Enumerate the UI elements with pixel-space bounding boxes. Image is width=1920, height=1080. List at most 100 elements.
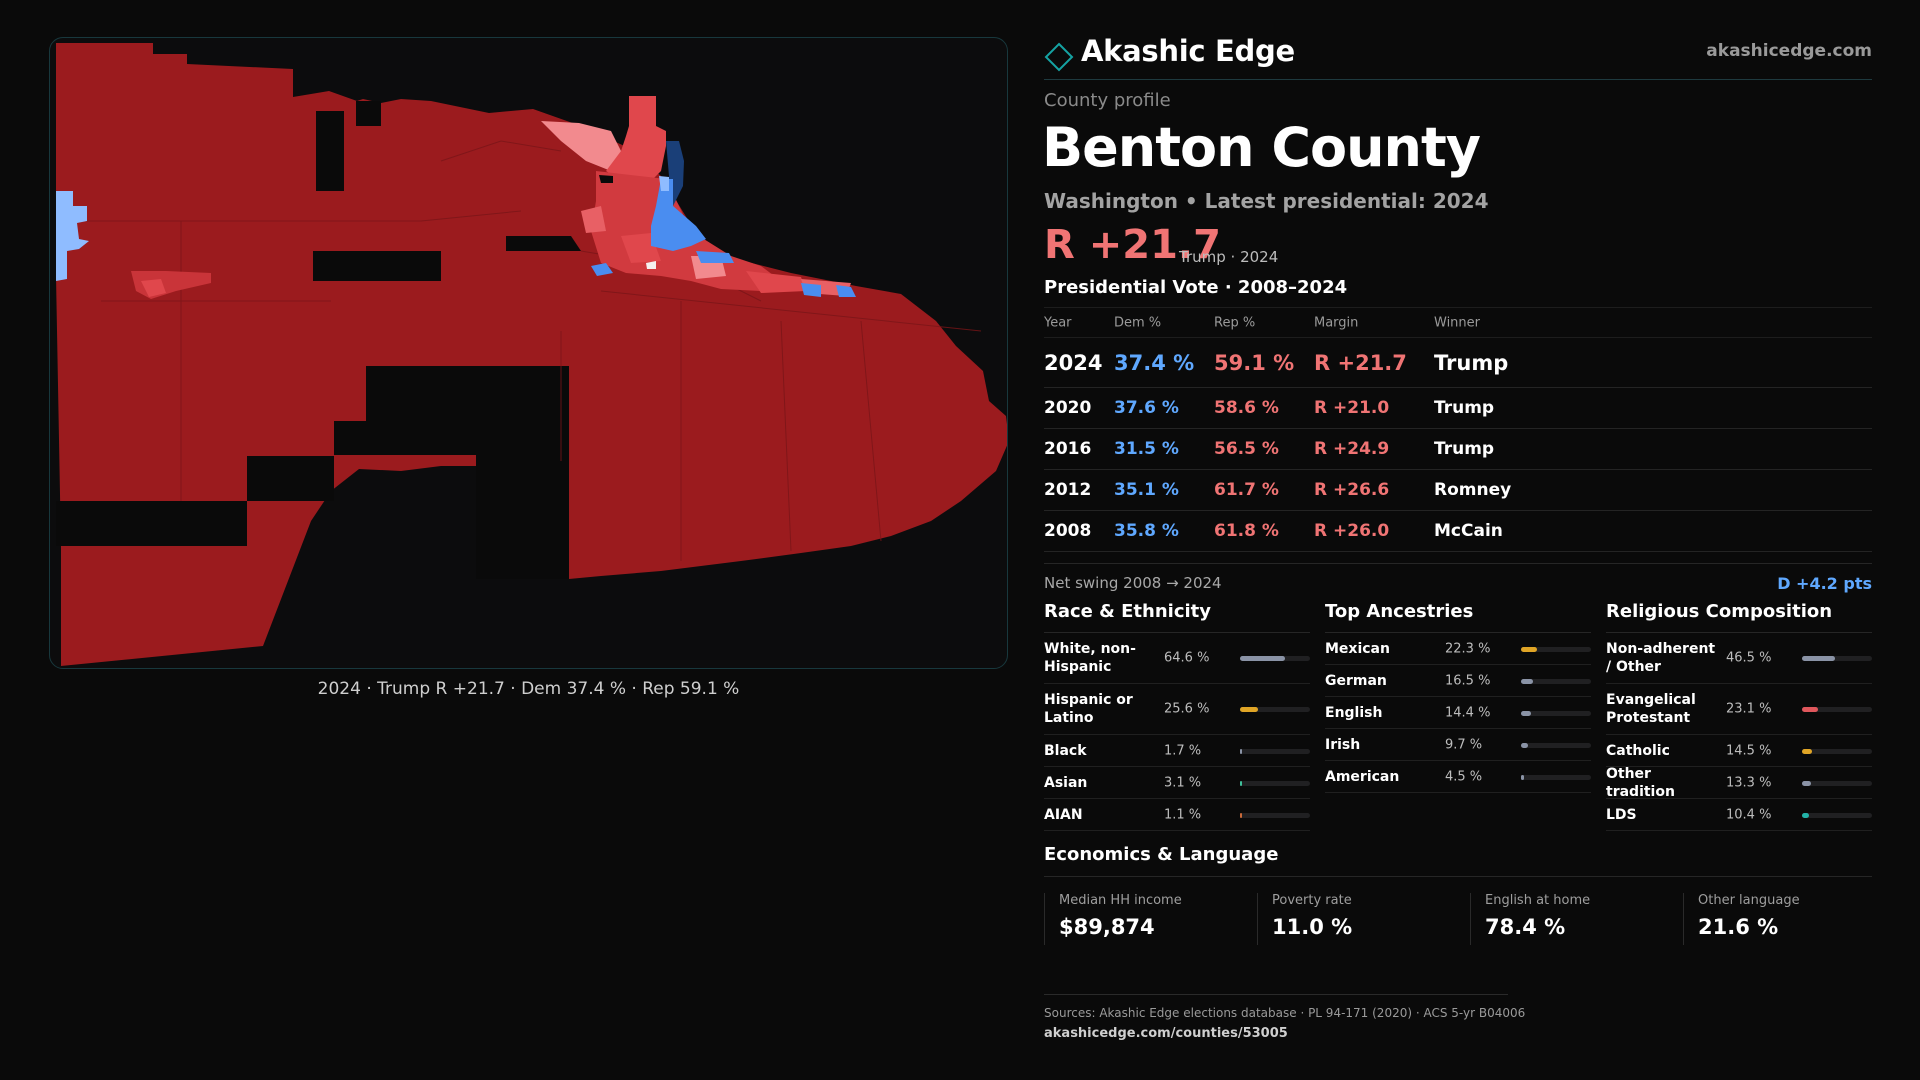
precinct-blue [696,251,734,263]
row-label: Non-adherent / Other [1606,640,1716,675]
county-shape [56,43,1007,666]
excluded-area [506,236,581,251]
header-margin: Margin [1314,315,1359,330]
list-item: AIAN 1.1 % [1044,799,1310,831]
share-bar-fill [1802,780,1812,786]
row-value: 16.5 % [1445,673,1491,688]
excluded-area [56,501,247,546]
list-item: White, non-Hispanic 64.6 % [1044,633,1310,684]
cell-margin: R +26.6 [1314,480,1390,500]
excluded-area [316,111,344,191]
econ-label: Median HH income [1059,893,1182,908]
map-transform [56,43,1007,666]
vote-table-header: Year Dem % Rep % Margin Winner [1044,307,1872,338]
cell-rep: 58.6 % [1214,398,1279,418]
cell-winner: Trump [1434,398,1495,418]
ancestry-table: Top Ancestries Mexican 22.3 % German 16.… [1325,601,1591,793]
row-label: Black [1044,742,1087,759]
table-row: 2008 35.8 % 61.8 % R +26.0 McCain [1044,511,1872,552]
latest-election: Latest presidential: 2024 [1204,189,1489,213]
econ-card-income: Median HH income $89,874 [1044,893,1251,945]
swing-value: D +4.2 pts [1777,574,1872,593]
share-bar-fill [1802,812,1810,818]
list-item: LDS 10.4 % [1606,799,1872,831]
cell-rep: 59.1 % [1214,350,1295,375]
row-value: 14.4 % [1445,705,1491,720]
cell-margin: R +24.9 [1314,439,1390,459]
share-bar [1240,707,1310,712]
row-value: 1.1 % [1164,807,1202,822]
econ-card-english: English at home 78.4 % [1470,893,1677,945]
share-bar-fill [1240,780,1243,786]
row-value: 4.5 % [1445,769,1483,784]
list-item: Hispanic or Latino 25.6 % [1044,684,1310,735]
share-bar-fill [1521,678,1533,684]
row-value: 3.1 % [1164,775,1202,790]
row-value: 25.6 % [1164,701,1210,717]
excluded-area [476,366,569,579]
brand-url-link[interactable]: akashicedge.com [1706,41,1872,61]
econ-label: Other language [1698,893,1800,908]
row-label: Irish [1325,736,1361,753]
row-label: Hispanic or Latino [1044,691,1133,726]
page-title: Benton County [1042,116,1481,179]
race-title: Race & Ethnicity [1044,601,1310,633]
econ-value: 21.6 % [1698,915,1779,939]
row-value: 22.3 % [1445,641,1491,656]
share-bar-fill [1240,656,1286,661]
list-item: Evangelical Protestant 23.1 % [1606,684,1872,735]
cell-year: 2012 [1044,480,1092,500]
list-item: Mexican 22.3 % [1325,633,1591,665]
table-row: 2012 35.1 % 61.7 % R +26.6 Romney [1044,470,1872,511]
precinct-red [746,271,806,293]
table-row: 2016 31.5 % 56.5 % R +24.9 Trump [1044,429,1872,470]
profile-label: County profile [1044,90,1171,111]
header-dem: Dem % [1114,315,1162,330]
share-bar-fill [1802,707,1819,712]
row-label: AIAN [1044,806,1083,823]
list-item: English 14.4 % [1325,697,1591,729]
cell-dem: 35.8 % [1114,521,1179,541]
cell-margin: R +21.0 [1314,398,1390,418]
brand-name: Akashic Edge [1081,34,1295,68]
precinct-neutral [599,175,613,183]
share-bar-fill [1521,646,1537,652]
share-bar [1521,678,1591,684]
cell-winner: Romney [1434,480,1512,500]
precinct-blue [836,285,856,297]
row-label: White, non-Hispanic [1044,640,1136,675]
county-map[interactable] [49,37,1008,669]
share-bar-fill [1240,812,1242,818]
share-bar [1521,742,1591,748]
share-bar [1521,774,1591,780]
econ-label: English at home [1485,893,1591,908]
cell-winner: Trump [1434,350,1509,375]
share-bar-fill [1240,707,1258,712]
econ-value: $89,874 [1059,915,1155,939]
cell-dem: 35.1 % [1114,480,1179,500]
share-bar [1240,656,1310,661]
vote-table: Year Dem % Rep % Margin Winner 2024 37.4… [1044,307,1872,552]
header: Akashic Edge akashicedge.com [1044,30,1872,80]
cell-year: 2016 [1044,439,1092,459]
share-bar [1521,646,1591,652]
religion-title: Religious Composition [1606,601,1872,633]
share-bar [1240,748,1310,754]
county-url-link[interactable]: akashicedge.com/counties/53005 [1044,1026,1288,1041]
cell-rep: 61.8 % [1214,521,1279,541]
row-value: 13.3 % [1726,775,1772,790]
sources-text: Sources: Akashic Edge elections database… [1044,1006,1526,1020]
cell-year: 2024 [1044,350,1103,375]
cell-winner: McCain [1434,521,1503,541]
row-value: 64.6 % [1164,650,1210,666]
precinct-light-blue [56,191,89,281]
headline-winner: Trump · 2024 [1179,248,1279,266]
row-value: 1.7 % [1164,743,1202,758]
precinct-neutral [646,261,656,269]
share-bar-fill [1802,656,1835,661]
row-label: German [1325,672,1387,689]
precinct-map-svg [56,43,1007,666]
row-label: Evangelical Protestant [1606,691,1696,726]
religion-table: Religious Composition Non-adherent / Oth… [1606,601,1872,831]
sources-footer: Sources: Akashic Edge elections database… [1044,994,1526,1041]
